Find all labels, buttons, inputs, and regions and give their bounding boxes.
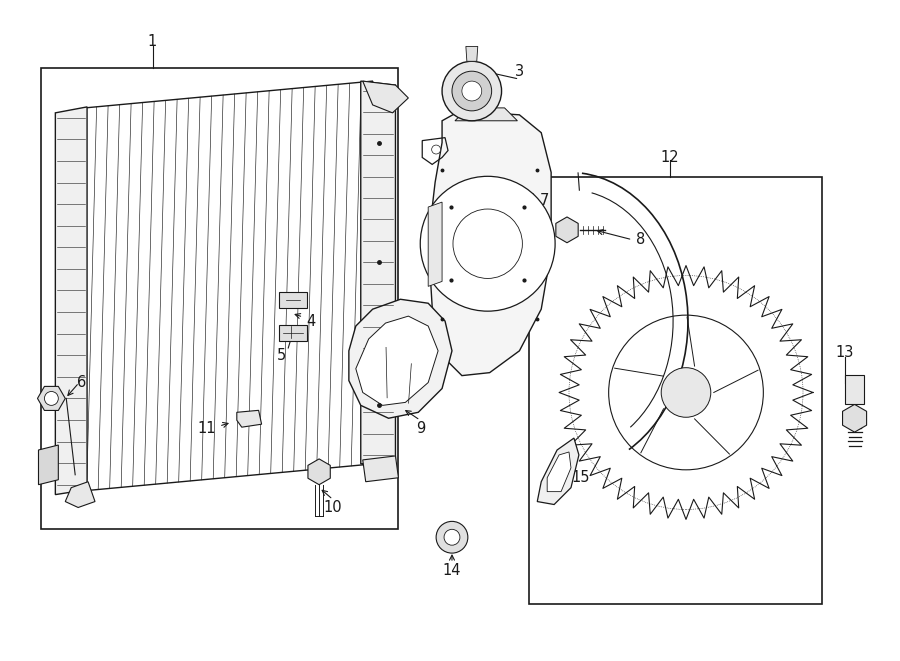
Circle shape <box>420 176 555 311</box>
Polygon shape <box>428 202 442 286</box>
Circle shape <box>462 81 482 101</box>
Text: 3: 3 <box>515 63 524 79</box>
Polygon shape <box>279 292 307 308</box>
Polygon shape <box>279 325 307 341</box>
Text: 13: 13 <box>835 345 854 360</box>
Polygon shape <box>537 438 579 504</box>
Text: 11: 11 <box>198 420 216 436</box>
Polygon shape <box>356 316 438 405</box>
Polygon shape <box>363 81 409 113</box>
Polygon shape <box>237 410 262 427</box>
Text: 7: 7 <box>539 192 549 208</box>
Circle shape <box>44 391 58 405</box>
Text: 8: 8 <box>635 232 645 247</box>
Text: 4: 4 <box>307 313 316 329</box>
Polygon shape <box>466 46 478 61</box>
Text: 12: 12 <box>661 150 680 165</box>
Polygon shape <box>349 299 452 418</box>
Bar <box>529 177 822 603</box>
Polygon shape <box>363 456 399 482</box>
Polygon shape <box>556 217 578 243</box>
Circle shape <box>444 529 460 545</box>
Polygon shape <box>55 107 87 494</box>
Text: 6: 6 <box>76 375 86 390</box>
Polygon shape <box>66 482 95 508</box>
Text: 5: 5 <box>277 348 286 364</box>
Polygon shape <box>38 387 66 410</box>
Circle shape <box>452 71 491 111</box>
Text: 14: 14 <box>443 563 461 578</box>
Circle shape <box>442 61 501 121</box>
Polygon shape <box>361 81 395 464</box>
Polygon shape <box>308 459 330 485</box>
Polygon shape <box>547 452 571 492</box>
Circle shape <box>662 368 711 417</box>
Polygon shape <box>428 111 551 375</box>
Polygon shape <box>455 108 517 121</box>
Text: 2: 2 <box>467 168 476 183</box>
Text: 10: 10 <box>324 500 342 515</box>
Circle shape <box>436 522 468 553</box>
Text: 15: 15 <box>572 470 590 485</box>
Polygon shape <box>842 405 867 432</box>
Bar <box>845 375 865 405</box>
Bar <box>41 68 399 529</box>
Text: 9: 9 <box>416 420 425 436</box>
Polygon shape <box>39 445 58 485</box>
Text: 1: 1 <box>148 34 157 49</box>
Circle shape <box>432 145 441 154</box>
